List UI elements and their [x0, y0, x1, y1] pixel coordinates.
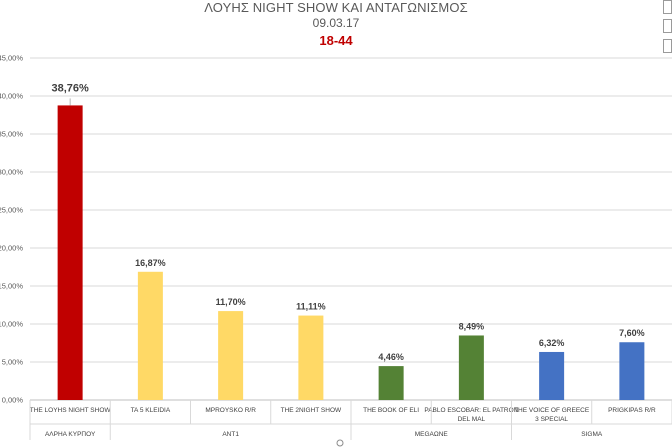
bar — [298, 315, 324, 400]
y-tick-label: 20,00% — [0, 244, 23, 253]
x-group-label: MEGAΩNE — [415, 431, 449, 438]
chart-subtitle-date: 09.03.17 — [312, 16, 360, 30]
y-tick-label: 30,00% — [0, 168, 23, 177]
x-group-label: SIGMA — [581, 431, 603, 438]
data-label: 11,70% — [216, 297, 246, 307]
x-category-label: MPROYSKO R/R — [205, 407, 256, 414]
y-tick-label: 35,00% — [0, 130, 23, 139]
x-category-label: THE LOYHS NIGHT SHOW — [30, 407, 112, 414]
x-category-label: DEL MAL — [458, 416, 486, 423]
x-category-label: TA 5 KLEIDIA — [131, 407, 171, 414]
y-tick-label: 10,00% — [0, 320, 23, 329]
chart-subtitle-age-group: 18-44 — [319, 33, 353, 48]
data-label: 4,46% — [378, 352, 404, 362]
data-label: 38,76% — [51, 82, 89, 94]
data-label: 16,87% — [135, 258, 166, 268]
x-category-label: PRIGKIPAS R/R — [608, 407, 656, 414]
data-label: 11,11% — [296, 302, 326, 312]
bar — [137, 271, 163, 400]
bar — [458, 335, 484, 400]
x-category-label: 3 SPECIAL — [535, 416, 568, 423]
bar — [378, 366, 404, 400]
data-label: 7,60% — [619, 328, 645, 338]
y-tick-label: 0,00% — [2, 396, 24, 405]
x-category-label: THE BOOK OF ELI — [363, 407, 419, 414]
data-label: 8,49% — [459, 321, 485, 331]
y-tick-label: 25,00% — [0, 206, 23, 215]
y-tick-label: 5,00% — [2, 358, 24, 367]
data-label: 6,32% — [539, 338, 565, 348]
x-category-label: THE 2NIGHT SHOW — [281, 407, 342, 414]
bar — [57, 105, 83, 400]
y-tick-label: 45,00% — [0, 54, 23, 63]
chart-title: ΛΟΥΗΣ NIGHT SHOW ΚΑΙ ΑΝΤΑΓΩΝΙΣΜΟΣ — [204, 0, 468, 15]
bar — [539, 351, 565, 400]
y-tick-label: 15,00% — [0, 282, 23, 291]
y-tick-label: 40,00% — [0, 92, 23, 101]
bar — [619, 342, 645, 400]
x-group-label: ANT1 — [222, 431, 239, 438]
bar — [218, 311, 244, 400]
x-category-label: THE VOICE OF GREECE — [514, 407, 590, 414]
x-group-label: ΑΛΡΗΑ ΚΥΡΠΟΥ — [45, 431, 96, 438]
x-category-label: PABLO ESCOBAR: EL PATRON — [424, 407, 518, 414]
resize-handle — [336, 439, 344, 447]
